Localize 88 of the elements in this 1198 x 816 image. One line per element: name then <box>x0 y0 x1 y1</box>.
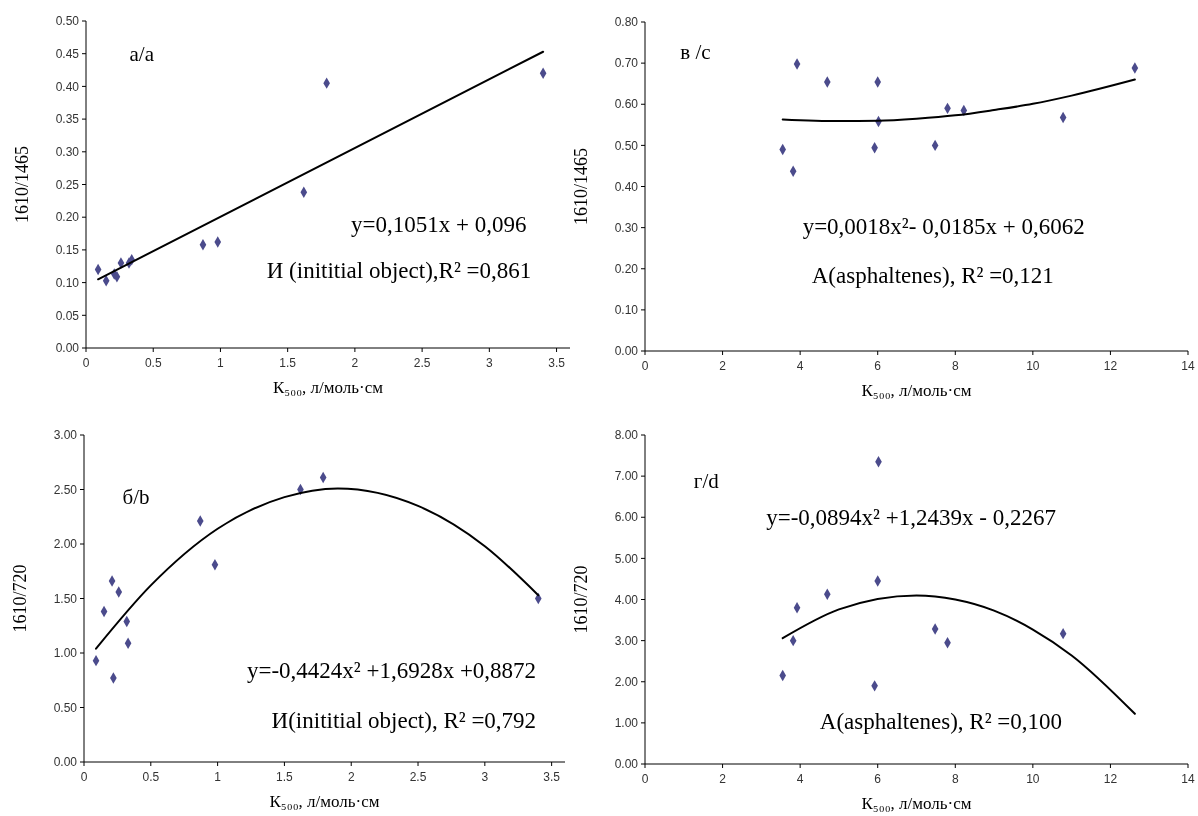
x-tick-label: 3.5 <box>543 770 561 784</box>
y-tick-label: 0.20 <box>55 210 80 225</box>
y-tick-label: 2.00 <box>614 674 639 689</box>
y-tick-label: 0.40 <box>614 179 639 194</box>
y-tick-label: 0.25 <box>55 177 80 192</box>
y-tick-label: 6.00 <box>614 510 639 525</box>
y-tick-label: 0.50 <box>53 700 78 715</box>
y-tick-label: 2.50 <box>53 482 78 497</box>
x-tick-label: 3 <box>481 770 489 784</box>
x-axis-title: К₅₀₀, л/моль·см <box>861 794 972 813</box>
y-tick-label: 0.30 <box>55 145 80 159</box>
x-tick-label: 2.5 <box>413 356 431 370</box>
y-tick-label: 7.00 <box>614 469 639 484</box>
x-tick-label: 10 <box>1026 772 1040 786</box>
x-tick-label: 0.5 <box>144 356 162 370</box>
x-tick-label: 1.5 <box>276 770 294 784</box>
annotation: y=-0,0894x² +1,2439x - 0,2267 <box>766 505 1056 531</box>
y-tick-label: 0.10 <box>55 275 80 290</box>
x-tick-label: 0 <box>82 356 90 370</box>
y-tick-label: 0.00 <box>55 341 80 356</box>
y-tick-label: 0.10 <box>614 303 639 318</box>
x-tick-label: 14 <box>1181 772 1195 786</box>
annotation: y=-0,4424x² +1,6928x +0,8872 <box>246 658 537 684</box>
y-tick-label: 5.00 <box>614 551 639 566</box>
y-tick-label: 3.00 <box>53 428 78 443</box>
y-tick-label: 0.20 <box>614 261 639 276</box>
y-tick-label: 0.05 <box>55 308 80 323</box>
y-tick-label: 0.45 <box>55 46 80 61</box>
x-tick-label: 2.5 <box>409 770 427 784</box>
x-tick-label: 1.5 <box>279 356 297 370</box>
y-tick-label: 0.30 <box>614 220 639 235</box>
annotation: A(asphaltenes), R² =0,121 <box>811 263 1054 289</box>
y-tick-label: 0.50 <box>614 138 639 153</box>
x-tick-label: 0 <box>80 770 88 784</box>
x-tick-label: 12 <box>1103 772 1118 786</box>
annotation: в /с <box>680 39 711 64</box>
annotation: г/d <box>693 469 720 494</box>
annotation: A(asphaltenes), R² =0,100 <box>819 709 1063 735</box>
x-tick-label: 2 <box>347 770 355 784</box>
y-tick-label: 0.60 <box>614 97 639 112</box>
y-axis-title: 1610/1465 <box>571 147 591 226</box>
annotation: а/a <box>129 42 155 67</box>
y-tick-label: 0.70 <box>614 56 639 71</box>
x-axis-title: К₅₀₀, л/моль·см <box>861 381 972 400</box>
x-tick-label: 4 <box>796 359 804 373</box>
y-tick-label: 0.00 <box>53 755 78 770</box>
x-tick-label: 3.5 <box>548 356 566 370</box>
x-tick-label: 12 <box>1103 359 1118 373</box>
annotation: б/b <box>122 485 150 510</box>
x-tick-label: 3 <box>485 356 493 370</box>
y-tick-label: 0.00 <box>614 344 639 359</box>
y-tick-label: 0.40 <box>55 79 80 94</box>
x-tick-label: 2 <box>719 359 727 373</box>
y-tick-label: 1.50 <box>53 591 78 606</box>
x-tick-label: 2 <box>719 772 727 786</box>
y-tick-label: 0.15 <box>55 243 80 258</box>
annotation: И(inititial object), R² =0,792 <box>271 707 537 733</box>
y-tick-label: 2.00 <box>53 537 78 552</box>
x-tick-label: 4 <box>796 772 804 786</box>
y-tick-label: 8.00 <box>614 428 639 443</box>
x-tick-label: 14 <box>1181 359 1195 373</box>
x-tick-label: 6 <box>874 359 882 373</box>
y-tick-label: 3.00 <box>614 633 639 648</box>
annotation: И (inititial object),R² =0,861 <box>266 257 532 283</box>
y-tick-label: 0.50 <box>55 14 80 29</box>
x-axis-title: К₅₀₀, л/моль·см <box>269 792 380 811</box>
y-axis-title: 1610/720 <box>571 565 591 634</box>
x-tick-label: 0 <box>641 359 649 373</box>
x-tick-label: 10 <box>1026 359 1040 373</box>
y-tick-label: 0.35 <box>55 112 80 127</box>
x-tick-label: 0.5 <box>142 770 160 784</box>
annotation: y=0,0018x²- 0,0185x + 0,6062 <box>802 214 1085 240</box>
y-axis-title: 1610/1465 <box>12 145 32 224</box>
y-axis-title: 1610/720 <box>10 564 30 633</box>
y-tick-label: 1.00 <box>53 646 78 661</box>
x-tick-label: 8 <box>951 359 959 373</box>
x-tick-label: 0 <box>641 772 649 786</box>
x-tick-label: 2 <box>351 356 359 370</box>
x-tick-label: 6 <box>874 772 882 786</box>
x-tick-label: 1 <box>217 356 225 370</box>
x-tick-label: 8 <box>951 772 959 786</box>
annotation: y=0,1051x + 0,096 <box>350 211 527 237</box>
y-tick-label: 4.00 <box>614 592 639 607</box>
y-tick-label: 1.00 <box>614 716 639 731</box>
x-tick-label: 1 <box>214 770 222 784</box>
x-axis-title: К₅₀₀, л/моль·см <box>272 378 384 397</box>
y-tick-label: 0.80 <box>614 15 639 30</box>
y-tick-label: 0.00 <box>614 757 639 772</box>
